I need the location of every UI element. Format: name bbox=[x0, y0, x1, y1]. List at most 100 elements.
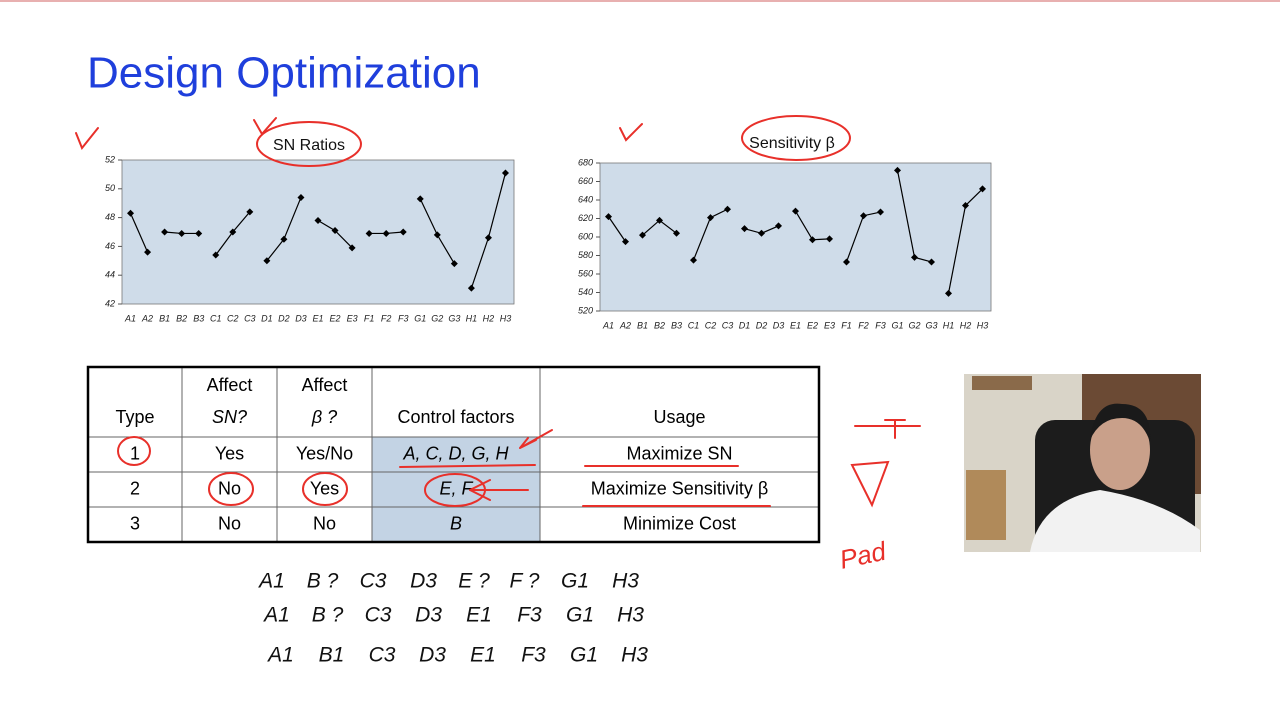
point bbox=[195, 229, 203, 237]
circle-mark bbox=[302, 472, 348, 506]
x-tick-label: H3 bbox=[500, 313, 512, 323]
point bbox=[673, 229, 680, 237]
y-tick-label: 560 bbox=[578, 268, 593, 278]
x-tick-label: C2 bbox=[705, 320, 717, 330]
x-tick-label: G2 bbox=[431, 313, 443, 323]
factor-level: H3 bbox=[617, 604, 644, 627]
x-tick-label: E3 bbox=[347, 313, 358, 323]
point bbox=[263, 257, 271, 265]
point bbox=[945, 289, 952, 297]
point bbox=[484, 234, 492, 242]
factor-level: E1 bbox=[466, 604, 492, 627]
x-tick-label: H1 bbox=[943, 320, 955, 330]
x-tick-label: B2 bbox=[176, 313, 187, 323]
check-mark bbox=[619, 123, 643, 142]
circle-mark bbox=[208, 472, 254, 506]
plot-area bbox=[121, 159, 515, 305]
point bbox=[758, 229, 765, 237]
table-cell: 3 bbox=[130, 513, 140, 533]
series-line bbox=[129, 213, 149, 253]
chart-title: Sensitivity β bbox=[749, 135, 835, 152]
table-cell: Yes bbox=[310, 478, 339, 498]
series-line bbox=[608, 216, 626, 242]
y-tick-label: 50 bbox=[105, 183, 115, 193]
point bbox=[928, 258, 935, 266]
x-tick-label: B1 bbox=[637, 320, 648, 330]
arrow bbox=[469, 479, 529, 501]
x-tick-label: B3 bbox=[193, 313, 204, 323]
x-tick-label: F2 bbox=[381, 313, 392, 323]
header-cell: Control factors bbox=[397, 407, 514, 427]
point bbox=[229, 228, 237, 236]
x-tick-label: G1 bbox=[891, 320, 903, 330]
table-cell: E, F bbox=[439, 478, 473, 498]
factor-level: A1 bbox=[262, 604, 290, 627]
y-tick-label: 520 bbox=[578, 305, 593, 315]
header-cell: Type bbox=[115, 407, 154, 427]
factor-level: A1 bbox=[257, 570, 285, 593]
point bbox=[382, 229, 390, 237]
y-tick-label: 660 bbox=[578, 176, 593, 186]
table-cell: 1 bbox=[130, 443, 140, 463]
y-tick-label: 44 bbox=[105, 270, 115, 280]
factor-level: F3 bbox=[517, 604, 542, 627]
table-border bbox=[86, 365, 821, 544]
factor-level: E1 bbox=[470, 644, 496, 667]
point bbox=[639, 231, 646, 239]
x-tick-label: D3 bbox=[773, 320, 785, 330]
point bbox=[707, 214, 714, 222]
factor-level: B ? bbox=[307, 570, 339, 593]
circle-mark bbox=[117, 436, 151, 466]
factor-level: C3 bbox=[365, 604, 392, 627]
header-cell: Affect bbox=[207, 375, 253, 395]
shirt bbox=[1030, 490, 1200, 552]
point bbox=[161, 228, 169, 236]
factor-level: C3 bbox=[360, 570, 387, 593]
point bbox=[433, 231, 441, 239]
point bbox=[331, 227, 339, 235]
point bbox=[280, 235, 288, 243]
y-tick-label: 640 bbox=[578, 194, 593, 204]
point bbox=[297, 193, 305, 201]
picture-frame bbox=[972, 376, 1032, 390]
y-tick-label: 600 bbox=[578, 231, 593, 241]
x-tick-label: G3 bbox=[925, 320, 937, 330]
table-cell: Yes bbox=[215, 443, 244, 463]
x-tick-label: A2 bbox=[619, 320, 631, 330]
table-cell: Maximize Sensitivity β bbox=[591, 478, 768, 498]
point bbox=[605, 213, 612, 221]
point bbox=[501, 169, 509, 177]
x-tick-label: D1 bbox=[261, 313, 273, 323]
table-cell: 2 bbox=[130, 478, 140, 498]
point bbox=[775, 222, 782, 230]
table-cell: Minimize Cost bbox=[623, 513, 736, 533]
symbol bbox=[854, 419, 921, 439]
x-tick-label: E2 bbox=[330, 313, 341, 323]
point bbox=[894, 166, 901, 174]
factor-level: D3 bbox=[419, 644, 446, 667]
chart-title: SN Ratios bbox=[273, 137, 345, 154]
x-tick-label: D2 bbox=[756, 320, 768, 330]
x-tick-label: H1 bbox=[466, 313, 478, 323]
text-lines: A1 B ? C3 D3 E ? F ? G1 H3 A1 B ? C3 D3 E1 F3 G1 H3 A1 B1… bbox=[257, 570, 648, 667]
table-cell: Maximize SN bbox=[626, 443, 732, 463]
factor-level: B ? bbox=[312, 604, 344, 627]
x-tick-label: A1 bbox=[124, 313, 136, 323]
face bbox=[1090, 410, 1150, 490]
x-tick-label: G2 bbox=[908, 320, 920, 330]
x-tick-label: C3 bbox=[244, 313, 256, 323]
charts: SN Ratios 42 44 46 48 50 52 A1 A2 B1 B2 B3 C1 C2 C3 D1 D… bbox=[105, 135, 992, 330]
x-tick-label: B1 bbox=[159, 313, 170, 323]
point bbox=[860, 212, 867, 220]
point bbox=[622, 238, 629, 246]
x-tick-label: G1 bbox=[414, 313, 426, 323]
factor-level: G1 bbox=[566, 604, 594, 627]
x-tick-label: E3 bbox=[824, 320, 835, 330]
point bbox=[911, 253, 918, 261]
hair bbox=[1090, 403, 1151, 442]
header-cell: Affect bbox=[302, 375, 348, 395]
x-tick-label: A1 bbox=[602, 320, 614, 330]
check-mark bbox=[75, 127, 99, 150]
x-tick-label: E1 bbox=[312, 313, 323, 323]
